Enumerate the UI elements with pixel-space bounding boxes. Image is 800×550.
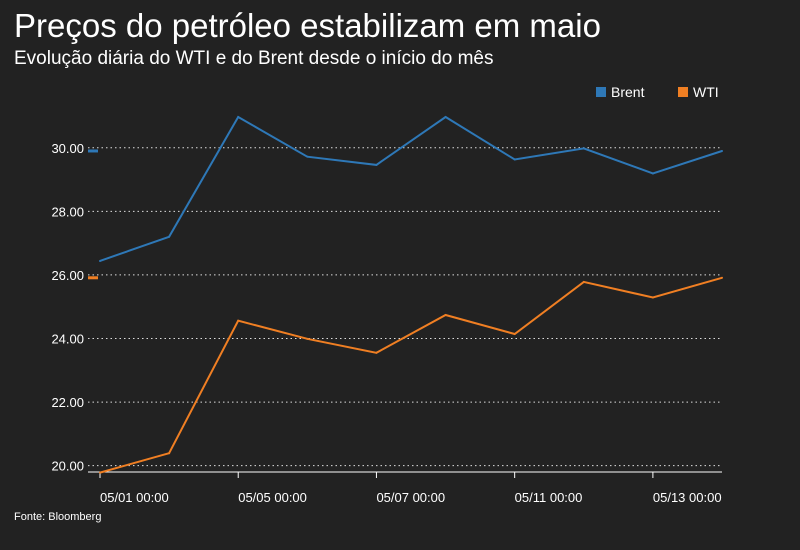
data-point-brent: [306, 155, 309, 158]
legend-swatch-wti: [678, 87, 688, 97]
x-tick-label: 05/13 00:00: [653, 490, 722, 505]
data-point-wti: [375, 351, 378, 354]
last-value-marker-brent: [88, 149, 98, 153]
x-tick-label: 05/07 00:00: [376, 490, 445, 505]
data-point-brent: [375, 163, 378, 166]
legend-swatch-brent: [596, 87, 606, 97]
last-value-marker-wti: [88, 276, 98, 280]
data-point-wti: [651, 296, 654, 299]
x-tick-label: 05/01 00:00: [100, 490, 169, 505]
data-point-wti: [306, 337, 309, 340]
y-tick-label: 22.00: [51, 395, 84, 410]
data-point-brent: [237, 115, 240, 118]
data-point-brent: [99, 259, 101, 262]
data-point-wti: [513, 333, 516, 336]
y-tick-label: 28.00: [51, 204, 84, 219]
data-point-brent: [651, 172, 654, 175]
data-point-brent: [444, 115, 447, 118]
x-tick-label: 05/11 00:00: [515, 490, 583, 505]
series-line-wti: [99, 276, 723, 474]
data-point-brent: [582, 147, 585, 150]
data-point-wti: [582, 280, 585, 283]
data-point-wti: [99, 471, 101, 474]
legend-label-brent: Brent: [611, 84, 645, 100]
legend-label-wti: WTI: [693, 84, 719, 100]
data-point-wti: [444, 313, 447, 316]
x-tick-label: 05/05 00:00: [238, 490, 307, 505]
data-point-wti: [721, 276, 723, 279]
data-point-wti: [237, 319, 240, 322]
y-tick-label: 24.00: [51, 332, 84, 347]
data-point-brent: [721, 149, 723, 152]
data-point-wti: [168, 452, 171, 455]
data-point-brent: [513, 158, 516, 161]
chart-title: Preços do petróleo estabilizam em maio: [14, 7, 601, 44]
source-note: Fonte: Bloomberg: [14, 511, 102, 523]
y-tick-label: 20.00: [51, 459, 84, 474]
y-tick-label: 30.00: [51, 141, 84, 156]
y-tick-label: 26.00: [51, 268, 84, 283]
series-line-brent: [99, 115, 723, 262]
data-point-brent: [168, 235, 171, 238]
chart-subtitle: Evolução diária do WTI e do Brent desde …: [14, 48, 494, 69]
